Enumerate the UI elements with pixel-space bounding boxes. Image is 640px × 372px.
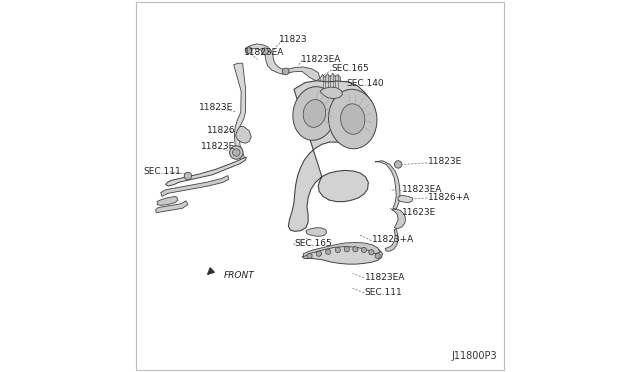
Text: 11623E: 11623E — [402, 208, 436, 217]
Text: SEC.111: SEC.111 — [365, 288, 403, 296]
Ellipse shape — [328, 89, 377, 149]
Polygon shape — [157, 196, 178, 205]
Circle shape — [394, 161, 402, 168]
Ellipse shape — [340, 104, 365, 134]
Text: 11823EA: 11823EA — [244, 48, 284, 57]
Circle shape — [282, 68, 289, 75]
Text: SEC.111: SEC.111 — [143, 167, 181, 176]
Polygon shape — [392, 209, 406, 229]
Polygon shape — [320, 73, 340, 93]
Ellipse shape — [293, 87, 336, 140]
Text: SEC.140: SEC.140 — [346, 79, 383, 88]
Text: 11823EA: 11823EA — [365, 273, 405, 282]
Circle shape — [353, 247, 358, 252]
Circle shape — [335, 247, 340, 253]
Text: 11826+A: 11826+A — [428, 193, 470, 202]
Polygon shape — [236, 126, 251, 143]
Circle shape — [362, 247, 367, 253]
Text: SEC.165: SEC.165 — [331, 64, 369, 73]
Polygon shape — [285, 67, 320, 81]
Text: 11823+A: 11823+A — [372, 235, 414, 244]
Polygon shape — [320, 87, 342, 99]
Text: 11823: 11823 — [279, 35, 308, 44]
Polygon shape — [375, 161, 400, 209]
Circle shape — [375, 253, 380, 259]
Polygon shape — [166, 157, 246, 186]
Text: 11823E: 11823E — [201, 142, 236, 151]
Text: J11800P3: J11800P3 — [451, 351, 497, 361]
Polygon shape — [398, 195, 412, 203]
Circle shape — [307, 253, 312, 259]
Text: 11823E: 11823E — [199, 103, 234, 112]
Polygon shape — [234, 63, 246, 161]
Polygon shape — [156, 201, 188, 213]
Text: 11823EA: 11823EA — [301, 55, 342, 64]
Text: 11823E: 11823E — [428, 157, 462, 166]
Circle shape — [369, 250, 374, 255]
Polygon shape — [161, 176, 229, 196]
Text: 11823EA: 11823EA — [402, 185, 442, 194]
Text: FRONT: FRONT — [223, 271, 254, 280]
Polygon shape — [289, 81, 375, 231]
Polygon shape — [246, 44, 285, 74]
Circle shape — [344, 247, 349, 252]
Text: 11826: 11826 — [207, 126, 235, 135]
Circle shape — [245, 47, 252, 54]
Circle shape — [262, 48, 268, 55]
Circle shape — [316, 251, 321, 256]
Circle shape — [184, 172, 191, 180]
Ellipse shape — [303, 100, 326, 127]
Polygon shape — [303, 243, 380, 257]
Circle shape — [230, 146, 243, 159]
Polygon shape — [302, 245, 383, 264]
Circle shape — [232, 149, 240, 156]
Polygon shape — [385, 229, 398, 251]
Text: SEC.165: SEC.165 — [294, 239, 332, 248]
Polygon shape — [306, 228, 326, 236]
Circle shape — [326, 249, 331, 254]
